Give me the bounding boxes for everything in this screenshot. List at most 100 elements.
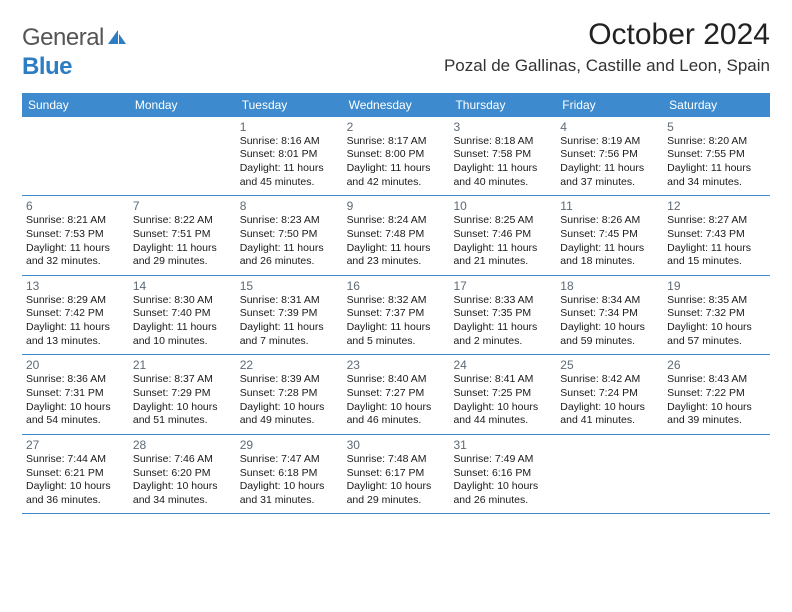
day-details: Sunrise: 8:20 AMSunset: 7:55 PMDaylight:… (667, 135, 766, 190)
day-number: 5 (667, 120, 766, 134)
day-cell: 15Sunrise: 8:31 AMSunset: 7:39 PMDayligh… (236, 276, 343, 355)
day-number: 29 (240, 438, 339, 452)
location: Pozal de Gallinas, Castille and Leon, Sp… (444, 56, 770, 76)
weekday-cell: Monday (129, 93, 236, 117)
day-details: Sunrise: 8:17 AMSunset: 8:00 PMDaylight:… (347, 135, 446, 190)
day-number: 21 (133, 358, 232, 372)
day-details: Sunrise: 8:29 AMSunset: 7:42 PMDaylight:… (26, 294, 125, 349)
logo-text: General Blue (22, 24, 128, 81)
day-number: 19 (667, 279, 766, 293)
logo: General Blue (22, 24, 128, 81)
day-cell: 11Sunrise: 8:26 AMSunset: 7:45 PMDayligh… (556, 196, 663, 275)
day-details: Sunrise: 8:37 AMSunset: 7:29 PMDaylight:… (133, 373, 232, 428)
day-number: 14 (133, 279, 232, 293)
day-number: 25 (560, 358, 659, 372)
day-cell: 3Sunrise: 8:18 AMSunset: 7:58 PMDaylight… (449, 117, 556, 196)
day-number: 20 (26, 358, 125, 372)
day-details: Sunrise: 7:48 AMSunset: 6:17 PMDaylight:… (347, 453, 446, 508)
day-details: Sunrise: 8:30 AMSunset: 7:40 PMDaylight:… (133, 294, 232, 349)
day-cell: 4Sunrise: 8:19 AMSunset: 7:56 PMDaylight… (556, 117, 663, 196)
day-details: Sunrise: 8:43 AMSunset: 7:22 PMDaylight:… (667, 373, 766, 428)
day-details: Sunrise: 8:22 AMSunset: 7:51 PMDaylight:… (133, 214, 232, 269)
logo-part1: General (22, 24, 104, 51)
day-number: 22 (240, 358, 339, 372)
day-number: 7 (133, 199, 232, 213)
day-cell: 22Sunrise: 8:39 AMSunset: 7:28 PMDayligh… (236, 355, 343, 434)
day-number: 12 (667, 199, 766, 213)
day-cell: 19Sunrise: 8:35 AMSunset: 7:32 PMDayligh… (663, 276, 770, 355)
weekday-cell: Saturday (663, 93, 770, 117)
weekday-cell: Tuesday (236, 93, 343, 117)
day-number: 15 (240, 279, 339, 293)
day-details: Sunrise: 8:27 AMSunset: 7:43 PMDaylight:… (667, 214, 766, 269)
day-cell: 10Sunrise: 8:25 AMSunset: 7:46 PMDayligh… (449, 196, 556, 275)
weekday-cell: Sunday (22, 93, 129, 117)
day-details: Sunrise: 8:34 AMSunset: 7:34 PMDaylight:… (560, 294, 659, 349)
day-number: 9 (347, 199, 446, 213)
week-row: 27Sunrise: 7:44 AMSunset: 6:21 PMDayligh… (22, 435, 770, 515)
day-details: Sunrise: 7:47 AMSunset: 6:18 PMDaylight:… (240, 453, 339, 508)
day-details: Sunrise: 8:35 AMSunset: 7:32 PMDaylight:… (667, 294, 766, 349)
weekday-header: SundayMondayTuesdayWednesdayThursdayFrid… (22, 93, 770, 117)
day-number: 26 (667, 358, 766, 372)
day-details: Sunrise: 8:40 AMSunset: 7:27 PMDaylight:… (347, 373, 446, 428)
day-number: 13 (26, 279, 125, 293)
day-cell: 13Sunrise: 8:29 AMSunset: 7:42 PMDayligh… (22, 276, 129, 355)
day-cell: 28Sunrise: 7:46 AMSunset: 6:20 PMDayligh… (129, 435, 236, 514)
day-number: 17 (453, 279, 552, 293)
day-cell: 7Sunrise: 8:22 AMSunset: 7:51 PMDaylight… (129, 196, 236, 275)
day-number: 3 (453, 120, 552, 134)
day-details: Sunrise: 8:32 AMSunset: 7:37 PMDaylight:… (347, 294, 446, 349)
day-number: 27 (26, 438, 125, 452)
title-block: October 2024 Pozal de Gallinas, Castille… (444, 18, 770, 76)
day-cell: 21Sunrise: 8:37 AMSunset: 7:29 PMDayligh… (129, 355, 236, 434)
day-cell: 30Sunrise: 7:48 AMSunset: 6:17 PMDayligh… (343, 435, 450, 514)
day-cell: 24Sunrise: 8:41 AMSunset: 7:25 PMDayligh… (449, 355, 556, 434)
weekday-cell: Wednesday (343, 93, 450, 117)
empty-cell (663, 435, 770, 514)
day-details: Sunrise: 7:46 AMSunset: 6:20 PMDaylight:… (133, 453, 232, 508)
day-details: Sunrise: 7:49 AMSunset: 6:16 PMDaylight:… (453, 453, 552, 508)
day-details: Sunrise: 8:24 AMSunset: 7:48 PMDaylight:… (347, 214, 446, 269)
empty-cell (129, 117, 236, 196)
day-number: 28 (133, 438, 232, 452)
day-cell: 20Sunrise: 8:36 AMSunset: 7:31 PMDayligh… (22, 355, 129, 434)
day-number: 8 (240, 199, 339, 213)
day-number: 23 (347, 358, 446, 372)
sail-icon (106, 25, 128, 53)
day-details: Sunrise: 8:16 AMSunset: 8:01 PMDaylight:… (240, 135, 339, 190)
day-details: Sunrise: 8:33 AMSunset: 7:35 PMDaylight:… (453, 294, 552, 349)
day-number: 6 (26, 199, 125, 213)
day-cell: 2Sunrise: 8:17 AMSunset: 8:00 PMDaylight… (343, 117, 450, 196)
day-details: Sunrise: 8:19 AMSunset: 7:56 PMDaylight:… (560, 135, 659, 190)
day-cell: 27Sunrise: 7:44 AMSunset: 6:21 PMDayligh… (22, 435, 129, 514)
day-details: Sunrise: 8:42 AMSunset: 7:24 PMDaylight:… (560, 373, 659, 428)
day-details: Sunrise: 8:39 AMSunset: 7:28 PMDaylight:… (240, 373, 339, 428)
week-row: 1Sunrise: 8:16 AMSunset: 8:01 PMDaylight… (22, 117, 770, 197)
day-cell: 26Sunrise: 8:43 AMSunset: 7:22 PMDayligh… (663, 355, 770, 434)
day-cell: 18Sunrise: 8:34 AMSunset: 7:34 PMDayligh… (556, 276, 663, 355)
week-row: 6Sunrise: 8:21 AMSunset: 7:53 PMDaylight… (22, 196, 770, 276)
day-number: 11 (560, 199, 659, 213)
day-cell: 31Sunrise: 7:49 AMSunset: 6:16 PMDayligh… (449, 435, 556, 514)
day-cell: 17Sunrise: 8:33 AMSunset: 7:35 PMDayligh… (449, 276, 556, 355)
day-details: Sunrise: 8:25 AMSunset: 7:46 PMDaylight:… (453, 214, 552, 269)
day-cell: 6Sunrise: 8:21 AMSunset: 7:53 PMDaylight… (22, 196, 129, 275)
day-number: 2 (347, 120, 446, 134)
header: General Blue October 2024 Pozal de Galli… (22, 18, 770, 81)
day-cell: 9Sunrise: 8:24 AMSunset: 7:48 PMDaylight… (343, 196, 450, 275)
empty-cell (22, 117, 129, 196)
logo-part2: Blue (22, 53, 72, 80)
weeks-container: 1Sunrise: 8:16 AMSunset: 8:01 PMDaylight… (22, 117, 770, 515)
day-cell: 5Sunrise: 8:20 AMSunset: 7:55 PMDaylight… (663, 117, 770, 196)
day-cell: 23Sunrise: 8:40 AMSunset: 7:27 PMDayligh… (343, 355, 450, 434)
day-number: 31 (453, 438, 552, 452)
day-number: 10 (453, 199, 552, 213)
day-number: 16 (347, 279, 446, 293)
weekday-cell: Thursday (449, 93, 556, 117)
day-details: Sunrise: 8:41 AMSunset: 7:25 PMDaylight:… (453, 373, 552, 428)
day-number: 4 (560, 120, 659, 134)
day-details: Sunrise: 8:36 AMSunset: 7:31 PMDaylight:… (26, 373, 125, 428)
day-cell: 16Sunrise: 8:32 AMSunset: 7:37 PMDayligh… (343, 276, 450, 355)
empty-cell (556, 435, 663, 514)
